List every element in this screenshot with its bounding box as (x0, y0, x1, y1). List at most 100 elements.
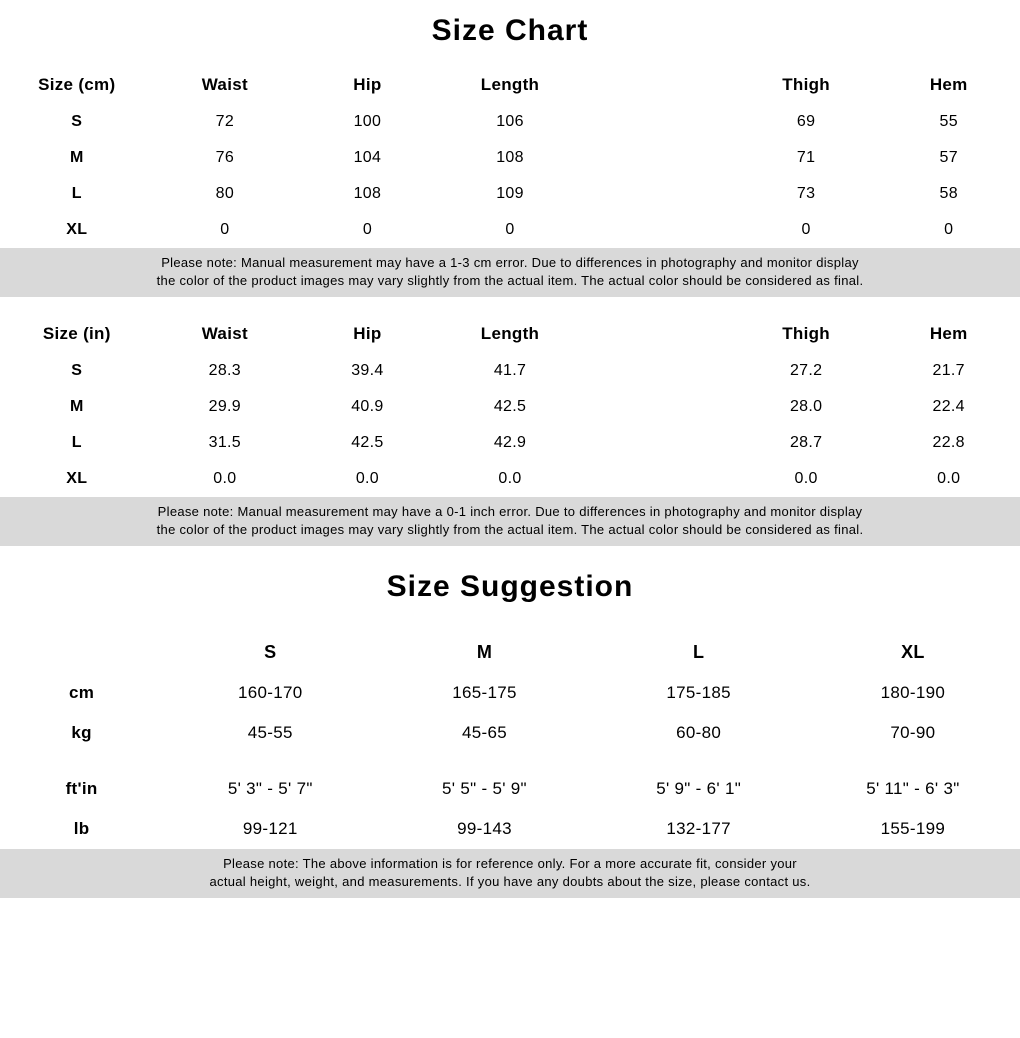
col-header: Hip (296, 66, 439, 104)
note-line: Please note: Manual measurement may have… (4, 503, 1016, 521)
table-row: XL0.00.00.00.00.0 (0, 461, 1020, 497)
table-row: XL00000 (0, 212, 1020, 248)
col-header: L (592, 632, 806, 673)
table-cell: 165-175 (377, 673, 591, 713)
table-cell: 71 (735, 140, 878, 176)
note-line: the color of the product images may vary… (4, 272, 1016, 290)
note-band-in: Please note: Manual measurement may have… (0, 497, 1020, 546)
table-cell: XL (0, 461, 154, 497)
note-band-cm: Please note: Manual measurement may have… (0, 248, 1020, 297)
table-cell: L (0, 176, 154, 212)
table-row: ft'in5' 3" - 5' 7"5' 5" - 5' 9"5' 9" - 6… (0, 769, 1020, 809)
table-header-row: Size (in) Waist Hip Length Thigh Hem (0, 315, 1020, 353)
table-cell: M (0, 140, 154, 176)
table-row: L31.542.542.928.722.8 (0, 425, 1020, 461)
table-cell: 31.5 (154, 425, 297, 461)
table-cell: cm (0, 673, 163, 713)
table-cell: 0 (296, 212, 439, 248)
note-line: Please note: The above information is fo… (4, 855, 1016, 873)
table-cell: 5' 3" - 5' 7" (163, 769, 377, 809)
table-cell: S (0, 104, 154, 140)
cell-spacer (581, 212, 735, 248)
table-row: lb99-12199-143132-177155-199 (0, 809, 1020, 849)
table-cell: 80 (154, 176, 297, 212)
table-cell: 108 (296, 176, 439, 212)
col-header: Hip (296, 315, 439, 353)
table-row: cm160-170165-175175-185180-190 (0, 673, 1020, 713)
table-cell: 0 (735, 212, 878, 248)
table-cell: 29.9 (154, 389, 297, 425)
col-header: XL (806, 632, 1020, 673)
table-cell: 69 (735, 104, 878, 140)
table-cell: 76 (154, 140, 297, 176)
table-row: kg45-5545-6560-8070-90 (0, 713, 1020, 753)
table-cell: S (0, 353, 154, 389)
table-cell: 5' 5" - 5' 9" (377, 769, 591, 809)
table-cell: 45-65 (377, 713, 591, 753)
size-chart-title: Size Chart (0, 14, 1020, 48)
table-cell: 0 (154, 212, 297, 248)
col-header: Hem (877, 66, 1020, 104)
table-header-row: S M L XL (0, 632, 1020, 673)
table-header-row: Size (cm) Waist Hip Length Thigh Hem (0, 66, 1020, 104)
table-cell: 0.0 (735, 461, 878, 497)
table-cell: 42.9 (439, 425, 582, 461)
col-header: Waist (154, 315, 297, 353)
note-line: actual height, weight, and measurements.… (4, 873, 1016, 891)
table-cell: 160-170 (163, 673, 377, 713)
col-spacer (581, 66, 735, 104)
table-cell: 57 (877, 140, 1020, 176)
col-header: S (163, 632, 377, 673)
cell-spacer (581, 353, 735, 389)
table-row: M29.940.942.528.022.4 (0, 389, 1020, 425)
table-cell: 132-177 (592, 809, 806, 849)
table-cell: 41.7 (439, 353, 582, 389)
table-cell: 108 (439, 140, 582, 176)
col-header: Length (439, 315, 582, 353)
col-header: Size (cm) (0, 66, 154, 104)
col-header: Thigh (735, 66, 878, 104)
size-table-cm: Size (cm) Waist Hip Length Thigh Hem S72… (0, 66, 1020, 248)
size-suggestion-title: Size Suggestion (0, 570, 1020, 604)
table-cell: 106 (439, 104, 582, 140)
table-cell: 55 (877, 104, 1020, 140)
col-header: M (377, 632, 591, 673)
table-cell: 45-55 (163, 713, 377, 753)
table-cell: 100 (296, 104, 439, 140)
col-header (0, 632, 163, 673)
table-cell: 175-185 (592, 673, 806, 713)
table-cell: 60-80 (592, 713, 806, 753)
col-header: Length (439, 66, 582, 104)
col-header: Size (in) (0, 315, 154, 353)
table-cell: 0.0 (877, 461, 1020, 497)
table-cell: 99-121 (163, 809, 377, 849)
col-header: Hem (877, 315, 1020, 353)
table-cell: XL (0, 212, 154, 248)
col-header: Thigh (735, 315, 878, 353)
table-cell: 0.0 (154, 461, 297, 497)
table-cell: 39.4 (296, 353, 439, 389)
table-row: S28.339.441.727.221.7 (0, 353, 1020, 389)
cell-spacer (581, 389, 735, 425)
table-cell: 0.0 (439, 461, 582, 497)
table-cell: 0.0 (296, 461, 439, 497)
table-cell: 155-199 (806, 809, 1020, 849)
table-cell: 28.7 (735, 425, 878, 461)
table-cell: 109 (439, 176, 582, 212)
table-cell: 0 (439, 212, 582, 248)
cell-spacer (581, 140, 735, 176)
table-row: L801081097358 (0, 176, 1020, 212)
table-cell: 99-143 (377, 809, 591, 849)
table-cell: 70-90 (806, 713, 1020, 753)
col-header: Waist (154, 66, 297, 104)
size-suggestion-table: S M L XL cm160-170165-175175-185180-190k… (0, 632, 1020, 849)
size-table-in: Size (in) Waist Hip Length Thigh Hem S28… (0, 315, 1020, 497)
table-cell: 5' 9" - 6' 1" (592, 769, 806, 809)
table-cell: 5' 11" - 6' 3" (806, 769, 1020, 809)
table-cell: 104 (296, 140, 439, 176)
table-cell: 22.4 (877, 389, 1020, 425)
table-cell: 28.3 (154, 353, 297, 389)
table-cell: 27.2 (735, 353, 878, 389)
table-cell: 73 (735, 176, 878, 212)
table-cell: 22.8 (877, 425, 1020, 461)
